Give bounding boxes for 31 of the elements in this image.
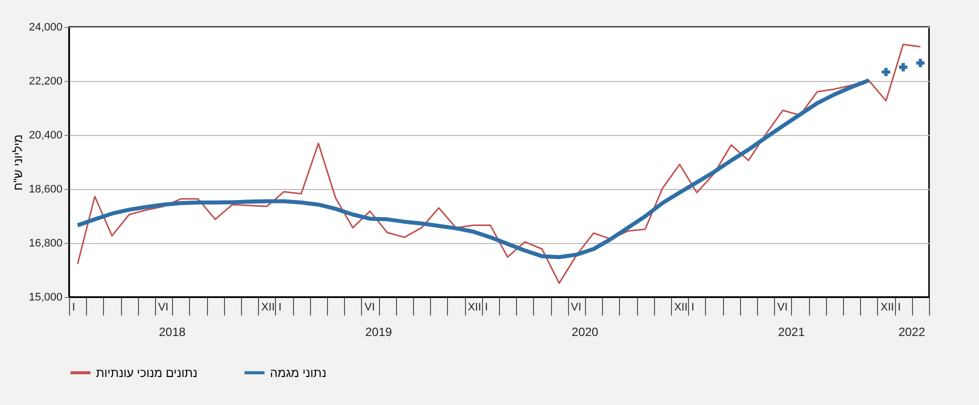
x-tick-label: VI bbox=[777, 302, 788, 314]
point bbox=[916, 58, 925, 68]
x-tick-label: I bbox=[691, 302, 694, 314]
text: 2021 bbox=[778, 325, 806, 339]
x-tick-label: I bbox=[278, 302, 282, 314]
x-tick-label: XII bbox=[468, 302, 482, 314]
x-tick-label: I bbox=[898, 302, 901, 314]
x-tick-label: I bbox=[484, 302, 488, 314]
y-tick-label: 16,800 bbox=[28, 238, 62, 250]
x-tick-label: I bbox=[72, 302, 76, 314]
y-tick-label: 24,000 bbox=[28, 22, 62, 34]
line-series bbox=[76, 78, 871, 260]
text: 2020 bbox=[572, 325, 599, 339]
x-tick-label: VI bbox=[570, 302, 582, 314]
text: 2019 bbox=[365, 325, 392, 339]
x-tick-label: VI bbox=[364, 302, 375, 314]
y-axis-title: מיליוני ש"ח bbox=[10, 134, 25, 190]
y-tick-label: 18,600 bbox=[28, 184, 62, 196]
x-tick-label: XII bbox=[261, 302, 275, 314]
x-tick-label: XII bbox=[674, 302, 688, 314]
y-tick-label: 15,000 bbox=[28, 292, 62, 304]
y-tick-label: 22,200 bbox=[28, 76, 62, 88]
y-tick-label: 20,400 bbox=[28, 130, 62, 142]
legend-label: נתוני מגמה bbox=[270, 366, 326, 380]
x-tick-label: XII bbox=[880, 302, 894, 314]
text: 2022 bbox=[898, 325, 926, 339]
x-tick-label: VI bbox=[158, 302, 169, 314]
line-series bbox=[76, 44, 922, 284]
legend-label: נתונים מנוכי עונתיות bbox=[96, 366, 198, 380]
text: 2018 bbox=[158, 325, 186, 339]
point bbox=[899, 63, 908, 72]
